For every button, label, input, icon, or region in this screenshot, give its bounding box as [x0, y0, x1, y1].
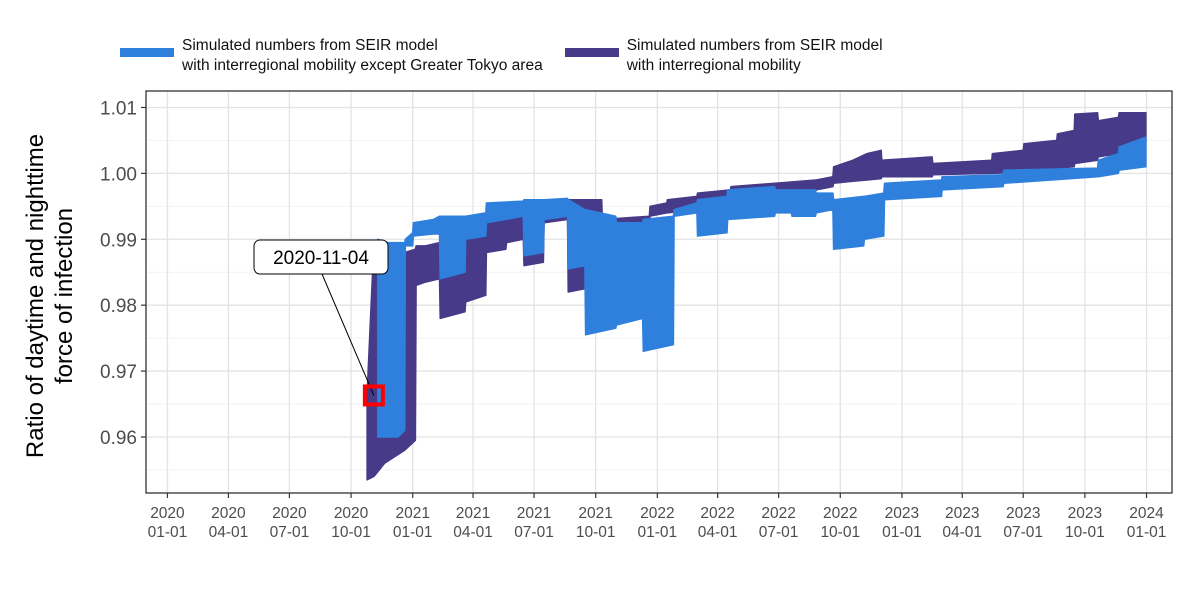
- legend-swatch-except-tokyo: [120, 48, 174, 57]
- x-tick-label: 2021 07-01: [514, 505, 554, 541]
- y-tick-label: 0.97: [100, 362, 137, 383]
- x-tick-label: 2020 10-01: [331, 505, 371, 541]
- x-tick-label: 2020 04-01: [209, 505, 249, 541]
- x-tick-label: 2023 01-01: [882, 505, 922, 541]
- y-tick-label: 0.96: [100, 428, 137, 449]
- x-tick-label: 2021 04-01: [453, 505, 493, 541]
- x-tick-label: 2022 01-01: [637, 505, 677, 541]
- y-tick-label: 1.01: [100, 98, 137, 119]
- x-tick-label: 2022 07-01: [759, 505, 799, 541]
- legend-item-except-tokyo: Simulated numbers from SEIR model with i…: [120, 36, 543, 76]
- legend-swatch-all-mobility: [564, 48, 619, 57]
- x-tick-label: 2024 01-01: [1127, 505, 1167, 541]
- legend: Simulated numbers from SEIR model with i…: [120, 36, 883, 76]
- x-tick-label: 2020 01-01: [148, 505, 188, 541]
- y-tick-label: 0.98: [100, 296, 137, 317]
- annotation-label: 2020-11-04: [273, 248, 369, 269]
- x-tick-label: 2021 10-01: [576, 505, 616, 541]
- x-tick-label: 2023 10-01: [1065, 505, 1105, 541]
- legend-item-all-mobility: Simulated numbers from SEIR model with i…: [564, 36, 883, 76]
- series-layer: [366, 111, 1147, 481]
- panel-border: [145, 90, 1173, 494]
- y-axis-title: Ratio of daytime and nighttimeforce of i…: [22, 134, 78, 458]
- axes: 0.96 0.97 0.98 0.99 1.00 1.01 2020 01-01 2020 04-…: [22, 90, 1173, 541]
- legend-label-all-mobility: Simulated numbers from SEIR model with i…: [626, 37, 883, 74]
- x-tick-label: 2020 07-01: [270, 505, 310, 541]
- annotation-layer: 2020-11-04: [253, 239, 389, 407]
- x-tick-label: 2021 01-01: [393, 505, 433, 541]
- x-tick-label: 2022 04-01: [698, 505, 738, 541]
- y-tick-label: 0.99: [100, 230, 137, 251]
- x-tick-label: 2023 07-01: [1003, 505, 1043, 541]
- series-except-tokyo-area: [377, 136, 1147, 438]
- x-tick-label: 2023 04-01: [942, 505, 982, 541]
- annotation-box: [253, 239, 389, 275]
- annotation-leader: [321, 273, 375, 396]
- legend-label-except-tokyo: Simulated numbers from SEIR model with i…: [182, 37, 543, 74]
- series-all-mobility-area: [366, 111, 1147, 481]
- x-tick-label: 2022 10-01: [820, 505, 860, 541]
- y-tick-label: 1.00: [100, 164, 137, 185]
- annotation-marker: [362, 384, 385, 407]
